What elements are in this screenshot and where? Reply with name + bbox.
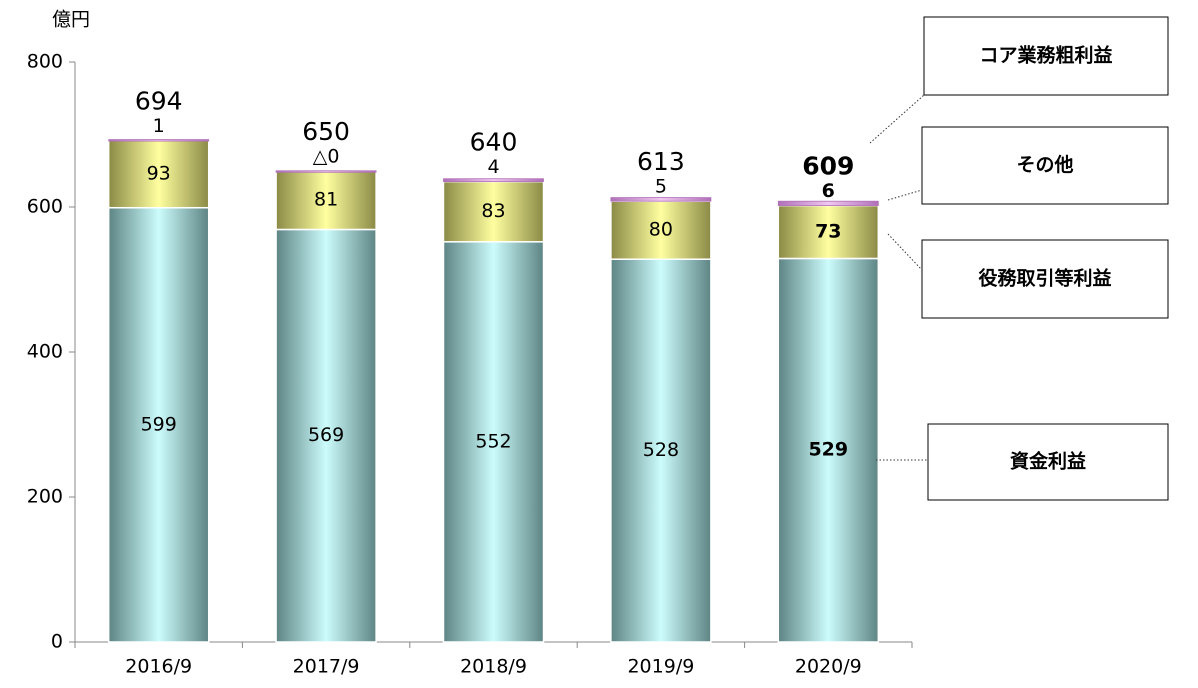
bar-segment [443, 178, 544, 183]
bar-segment [777, 204, 880, 260]
y-tick-label: 600 [27, 196, 63, 218]
total-label: 613 [637, 147, 685, 176]
data-label: △0 [313, 145, 340, 167]
data-label: 73 [815, 221, 841, 243]
bar-segment [108, 139, 210, 142]
bar-segment [275, 170, 377, 173]
x-tick-label: 2018/9 [460, 656, 527, 678]
y-tick-label: 0 [51, 631, 63, 653]
bar-segment [107, 139, 210, 209]
y-tick-label: 800 [27, 51, 63, 73]
data-label: 5 [655, 176, 667, 198]
y-tick-label: 400 [27, 341, 63, 363]
data-label: 569 [308, 424, 344, 446]
legend-box [923, 16, 1169, 96]
x-tick-label: 2016/9 [125, 656, 192, 678]
x-tick-label: 2020/9 [795, 656, 862, 678]
data-label: 93 [147, 163, 171, 185]
bar-segment [610, 258, 712, 643]
data-label: 83 [481, 200, 505, 222]
legend-label: 役務取引等利益 [978, 267, 1111, 290]
bar-segment [275, 228, 377, 643]
data-label: 552 [475, 430, 511, 452]
data-label: 80 [649, 219, 673, 241]
legend-label: 資金利益 [1010, 450, 1086, 473]
bar-segment [777, 257, 880, 643]
total-label: 650 [302, 117, 350, 146]
total-label: 609 [802, 152, 854, 181]
legend-box [927, 423, 1169, 501]
data-label: 4 [487, 156, 499, 178]
data-label: 6 [822, 180, 835, 202]
x-tick-label: 2017/9 [293, 656, 360, 678]
bar-segment [777, 200, 879, 206]
data-label: 599 [141, 413, 177, 435]
bar-segment [442, 180, 545, 243]
y-tick-label: 200 [27, 486, 63, 508]
total-label: 694 [135, 86, 183, 115]
data-label: 528 [643, 439, 679, 461]
bar-segment [275, 170, 377, 231]
bar-segment [107, 206, 210, 643]
leader-line [869, 94, 925, 144]
data-label: 1 [153, 115, 165, 137]
leader-line [887, 189, 923, 201]
leader-line [887, 233, 923, 271]
data-label: 81 [314, 189, 338, 211]
data-label: 529 [808, 439, 848, 461]
bar-segment [610, 200, 712, 260]
legend-box [921, 126, 1169, 205]
bar-segment [610, 197, 712, 202]
total-label: 640 [470, 128, 518, 157]
x-tick-label: 2019/9 [627, 656, 694, 678]
legend-box [921, 239, 1169, 319]
y-unit: 億円 [52, 9, 90, 31]
bar-segment [442, 241, 545, 643]
legend-label: その他 [1016, 153, 1073, 176]
legend-label: コア業務粗利益 [979, 44, 1112, 67]
